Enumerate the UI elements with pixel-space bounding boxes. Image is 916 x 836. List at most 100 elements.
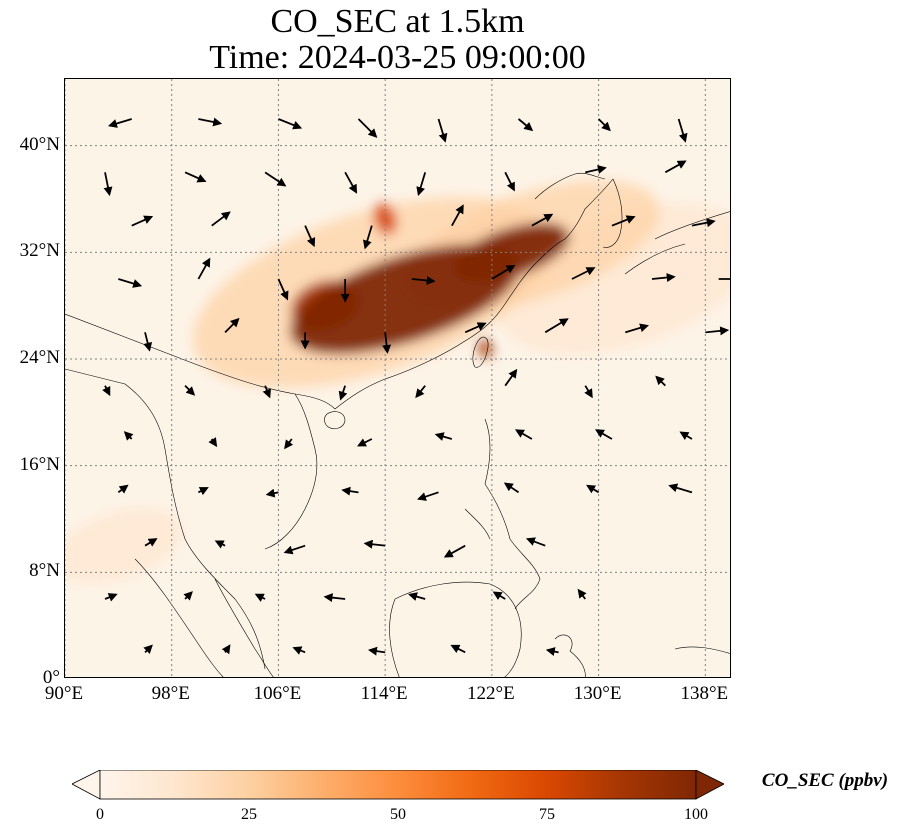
- wind-arrow: [585, 165, 607, 174]
- co-plume: [65, 507, 183, 584]
- wind-arrow: [338, 385, 348, 401]
- longitude-tick-label: 114°E: [360, 683, 408, 704]
- wind-arrow: [416, 172, 427, 197]
- wind-arrow: [197, 487, 209, 496]
- wind-arrow: [117, 484, 129, 494]
- colorbar: [72, 770, 724, 800]
- colorbar-gradient: [99, 770, 697, 800]
- wind-arrow: [668, 483, 693, 494]
- wind-arrow: [144, 538, 158, 547]
- longitude-tick-label: 138°E: [680, 683, 729, 704]
- wind-arrow: [415, 385, 426, 399]
- map-title: CO_SEC at 1.5km: [270, 3, 525, 40]
- wind-arrow: [577, 588, 587, 600]
- colorbar-tick-label: 100: [684, 806, 708, 823]
- coastline-philippines: [464, 418, 541, 610]
- wind-arrow: [625, 323, 650, 334]
- wind-arrow: [664, 160, 687, 174]
- coastline-korea: [602, 178, 623, 248]
- wind-arrow: [492, 591, 506, 600]
- wind-arrow: [344, 171, 358, 194]
- wind-arrow: [265, 488, 279, 498]
- wind-arrow: [143, 332, 153, 352]
- wind-arrow: [131, 215, 154, 227]
- wind-arrow: [208, 437, 218, 448]
- wind-arrow: [491, 264, 516, 280]
- co-concentration-field: [65, 180, 730, 584]
- wind-arrow: [363, 539, 386, 549]
- coastline-newguinea: [674, 646, 730, 654]
- latitude-tick-label: 32°N: [19, 240, 60, 262]
- wind-arrow: [503, 482, 520, 494]
- coastlines: [65, 172, 730, 677]
- wind-arrow: [143, 644, 153, 655]
- wind-arrow: [531, 213, 554, 227]
- wind-arrow: [584, 385, 593, 399]
- wind-arrow: [183, 591, 193, 601]
- wind-arrow: [464, 322, 487, 334]
- colorbar-tick-label: 25: [241, 806, 257, 823]
- co-plume: [478, 339, 493, 358]
- map-canvas: [65, 79, 730, 677]
- wind-arrow: [450, 644, 466, 654]
- wind-arrow: [382, 332, 392, 354]
- wind-arrow: [545, 647, 559, 656]
- wind-arrow: [571, 267, 596, 280]
- longitude-tick-label: 130°E: [573, 683, 622, 704]
- wind-arrow: [357, 118, 378, 138]
- coastline-sumatra: [134, 558, 224, 677]
- wind-arrow: [417, 491, 439, 501]
- colorbar-graphic: [72, 770, 724, 800]
- wind-arrow: [504, 368, 518, 387]
- wind-arrow: [341, 486, 359, 496]
- coastline-indochina: [65, 368, 318, 670]
- longitude-tick-label: 122°E: [467, 683, 515, 704]
- colorbar-extend-max: [695, 770, 724, 800]
- coastline-taiwan: [472, 336, 489, 368]
- wind-arrow: [357, 438, 373, 447]
- wind-arrow: [103, 172, 113, 197]
- wind-arrow: [283, 544, 306, 555]
- wind-arrow: [304, 225, 316, 248]
- wind-arrow: [691, 218, 716, 228]
- wind-arrow: [677, 118, 688, 143]
- wind-arrow: [408, 592, 426, 601]
- wind-arrow: [594, 429, 613, 440]
- colorbar-tick-label: 0: [96, 806, 104, 823]
- coastline-japan: [624, 211, 730, 275]
- latitude-tick-label: 0°: [42, 667, 60, 688]
- wind-arrow: [597, 118, 611, 132]
- wind-arrow: [262, 385, 272, 399]
- wind-arrow: [655, 375, 666, 387]
- coastline-sulawesi: [554, 634, 586, 677]
- wind-arrow: [264, 171, 287, 187]
- wind-arrow: [198, 117, 223, 127]
- colorbar-extend-min: [72, 770, 101, 800]
- wind-arrow: [221, 644, 231, 655]
- latitude-tick-label: 16°N: [19, 453, 60, 475]
- wind-vectors: [102, 117, 730, 656]
- wind-arrow: [451, 204, 464, 227]
- coastline-malay: [214, 578, 274, 677]
- wind-arrow: [586, 484, 600, 494]
- wind-arrow: [651, 273, 676, 282]
- wind-arrow: [525, 537, 546, 547]
- map-time: Time: 2024-03-25 09:00:00: [209, 39, 586, 76]
- wind-arrow: [437, 118, 448, 143]
- wind-arrow: [679, 431, 693, 440]
- wind-arrow: [434, 432, 453, 441]
- colorbar-label: CO_SEC (ppbv): [761, 770, 889, 791]
- wind-arrow: [443, 544, 466, 558]
- graticule: [65, 79, 730, 677]
- longitude-tick-label: 106°E: [253, 683, 302, 704]
- wind-arrow: [705, 326, 730, 336]
- wind-arrow: [184, 385, 196, 396]
- wind-arrow: [514, 429, 533, 440]
- wind-arrow: [284, 438, 294, 450]
- wind-arrow: [411, 276, 436, 285]
- wind-arrow: [611, 215, 636, 227]
- colorbar-tick-label: 50: [390, 806, 406, 823]
- wind-arrow: [102, 385, 111, 397]
- coastline-bohai: [534, 172, 606, 200]
- map-plot-area: [64, 78, 731, 678]
